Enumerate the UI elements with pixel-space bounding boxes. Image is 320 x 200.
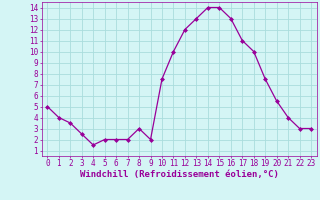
X-axis label: Windchill (Refroidissement éolien,°C): Windchill (Refroidissement éolien,°C) [80,170,279,179]
